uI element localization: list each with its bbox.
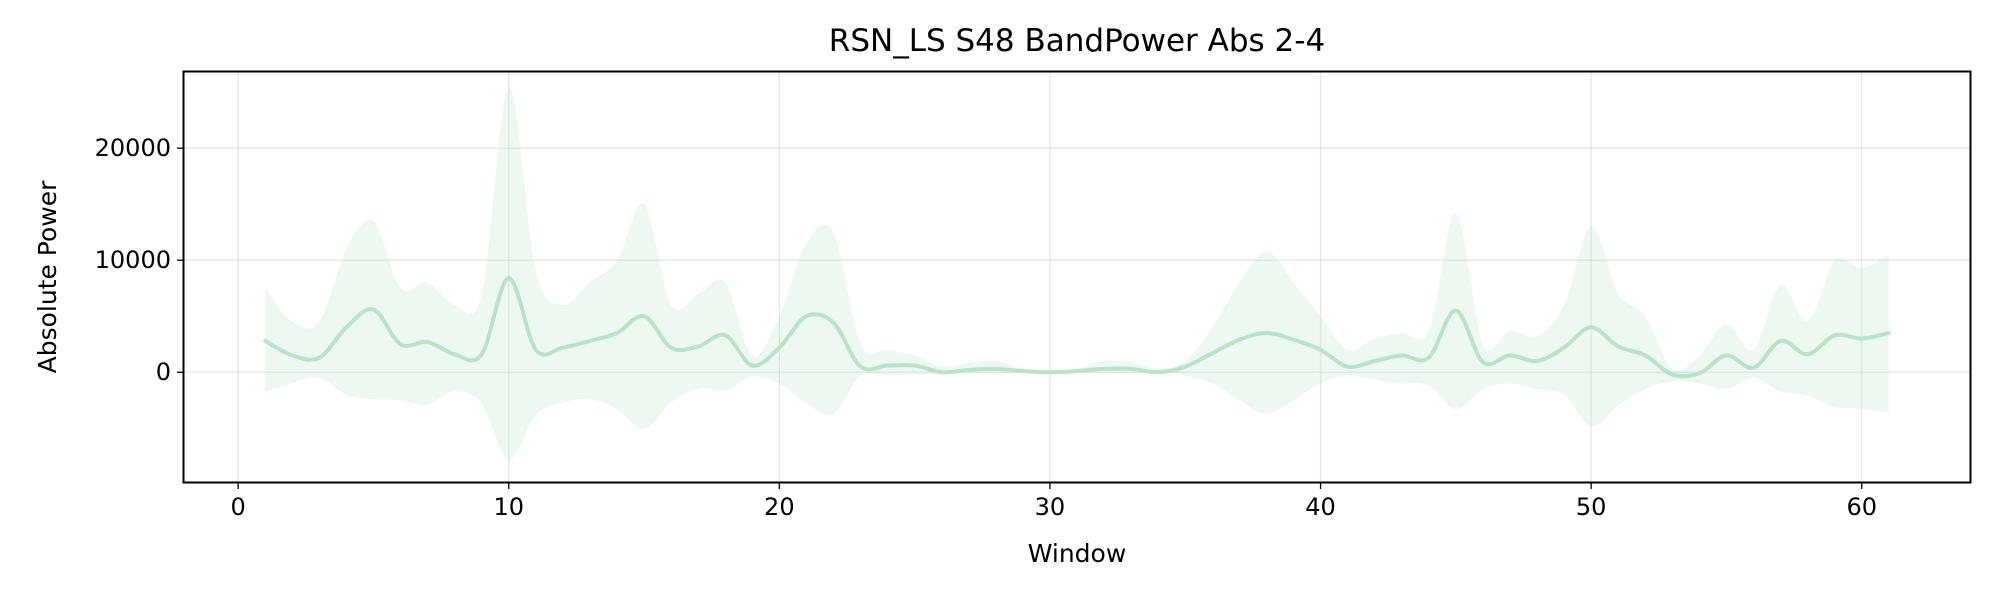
x-tick-label: 10	[493, 493, 524, 521]
x-tick-label: 0	[230, 493, 245, 521]
chart-title: RSN_LS S48 BandPower Abs 2-4	[829, 23, 1325, 59]
std-band	[265, 86, 1889, 460]
y-axis-label: Absolute Power	[33, 180, 62, 374]
axis-ticks: 0 10 20 30 40 50 60 0 10000 20000	[95, 134, 1877, 521]
mean-line	[263, 276, 1891, 379]
y-tick-label: 0	[156, 358, 171, 386]
x-tick-label: 20	[764, 493, 795, 521]
x-axis-label: Window	[1028, 539, 1127, 568]
plot-area	[263, 86, 1891, 460]
x-tick-label: 50	[1576, 493, 1607, 521]
grid	[184, 72, 1970, 482]
plot-frame	[182, 70, 1972, 484]
y-tick-label: 20000	[95, 134, 171, 162]
y-tick-label: 10000	[95, 246, 171, 274]
x-tick-label: 40	[1305, 493, 1336, 521]
x-tick-label: 60	[1846, 493, 1877, 521]
x-tick-label: 30	[1035, 493, 1066, 521]
